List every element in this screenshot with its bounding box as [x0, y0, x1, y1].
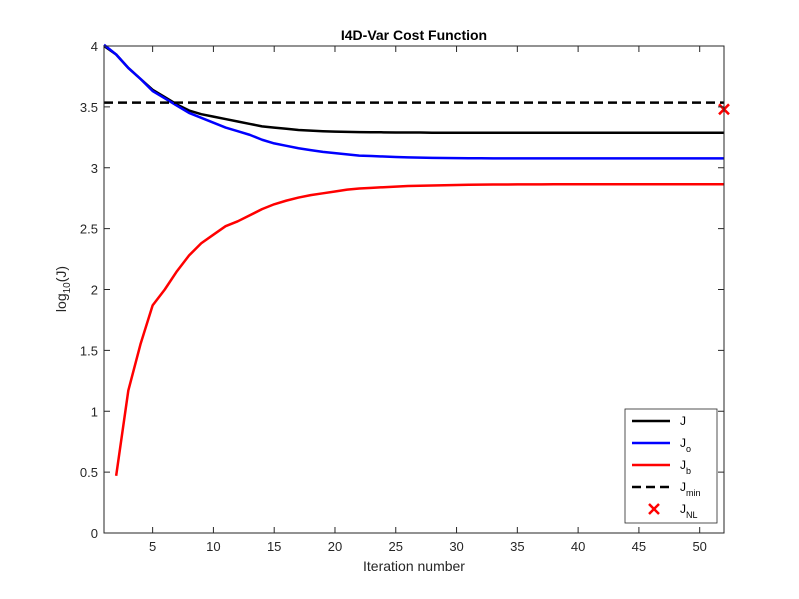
x-tick-label: 45: [632, 539, 646, 554]
legend-label-base: J: [680, 414, 686, 428]
y-tick-label: 1: [91, 404, 98, 419]
x-tick-label: 5: [149, 539, 156, 554]
y-tick-label: 2.5: [80, 222, 98, 237]
series-j-line: [103, 44, 724, 134]
legend-label-base: J: [680, 502, 686, 516]
legend-label-base: J: [680, 480, 686, 494]
legend-label-sub: o: [686, 444, 691, 454]
legend-label: Jb: [680, 458, 691, 476]
ticks-layer: 5 10 15 20 25 30 35 40 45 50 0 0.5 1 1.5 2 2.5 3 3.5 4: [80, 39, 724, 554]
axes-box: [103, 45, 725, 534]
legend-item-jmin: Jmin: [632, 480, 701, 498]
legend-item-j: J: [632, 414, 686, 428]
y-tick-label: 1.5: [80, 343, 98, 358]
series-jo-line: [103, 43, 724, 160]
y-tick-label: 3.5: [80, 100, 98, 115]
legend-label: Jo: [680, 436, 691, 454]
y-tick-label: 4: [91, 39, 98, 54]
x-tick-label: 30: [449, 539, 463, 554]
legend-item-jo: Jo: [632, 436, 691, 454]
y-tick-label: 2: [91, 283, 98, 298]
y-tick-label: 3: [91, 161, 98, 176]
y-axis-label-base: log: [53, 293, 69, 312]
x-tick-label: 20: [328, 539, 342, 554]
y-axis-label: log10(J): [53, 266, 73, 312]
legend-item-jnl: JNL: [648, 502, 698, 520]
x-tick-label: 25: [389, 539, 403, 554]
y-axis-label-sub: 10: [62, 282, 73, 294]
chart-title: I4D-Var Cost Function: [341, 27, 487, 43]
x-tick-label: 40: [571, 539, 585, 554]
x-tick-label: 15: [267, 539, 281, 554]
x-tick-label: 35: [510, 539, 524, 554]
x-tick-label: 50: [692, 539, 706, 554]
legend-label-base: J: [680, 436, 686, 450]
legend-item-jb: Jb: [632, 458, 691, 476]
legend-label-sub: NL: [686, 510, 698, 520]
y-tick-label: 0.5: [80, 465, 98, 480]
x-axis-label: Iteration number: [363, 558, 465, 574]
legend-label-sub: b: [686, 466, 691, 476]
x-tick-label: 10: [206, 539, 220, 554]
y-tick-label: 0: [91, 526, 98, 541]
legend-label-base: J: [680, 458, 686, 472]
legend-marker: [648, 503, 660, 515]
legend-label: Jmin: [680, 480, 701, 498]
y-axis-label-suffix: (J): [53, 266, 69, 282]
series-jb-line: [114, 183, 724, 476]
legend-label-sub: min: [686, 488, 701, 498]
legend-label: JNL: [680, 502, 698, 520]
plot-area: [104, 46, 724, 533]
legend-label: J: [680, 414, 686, 428]
